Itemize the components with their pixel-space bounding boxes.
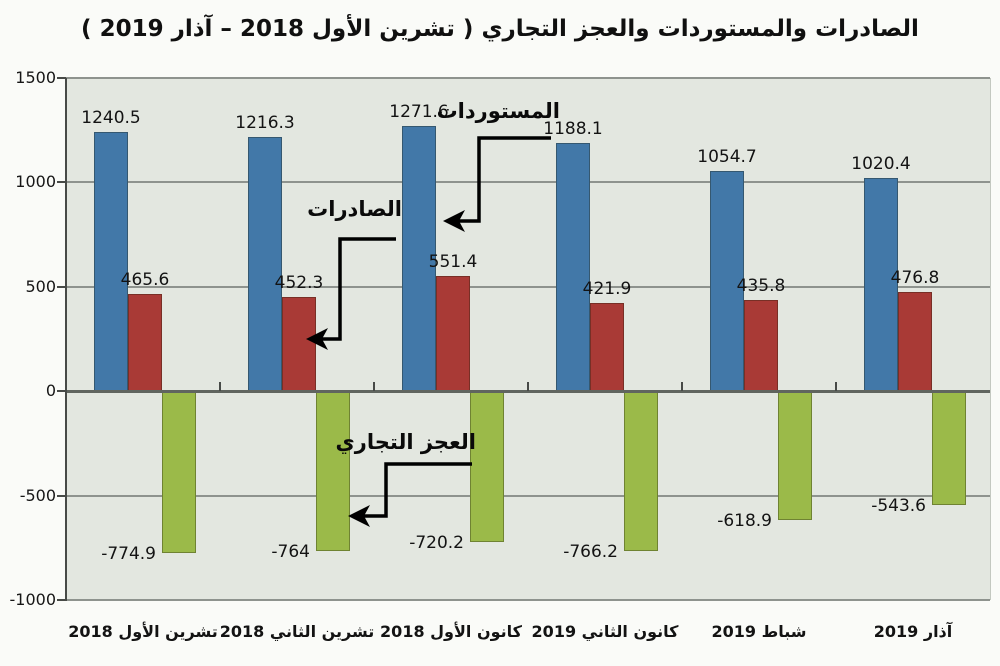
x-axis-category-label: تشرين الأول 2018	[68, 622, 218, 641]
chart-title: الصادرات والمستوردات والعجز التجاري ( تش…	[81, 16, 919, 42]
y-axis-tick-label: 500	[25, 276, 56, 296]
deficit-series-label: العجز التجاري	[335, 430, 476, 454]
y-axis-tick-mark	[57, 390, 66, 393]
y-axis-tick-label: -500	[19, 485, 56, 505]
data-label-العجز التجاري-0: -774.9	[101, 543, 156, 564]
y-axis-tick-mark	[57, 181, 66, 184]
x-axis-category-label: تشرين الثاني 2018	[219, 622, 375, 641]
bar-الصادرات-4	[744, 300, 778, 390]
data-label-العجز التجاري-1: -764	[271, 541, 310, 562]
data-label-المستوردات-0: 1240.5	[81, 108, 141, 129]
bar-العجز التجاري-1	[316, 392, 350, 551]
exports-series-label: الصادرات	[307, 197, 402, 221]
data-label-الصادرات-1: 452.3	[274, 272, 324, 293]
y-axis-tick-label: -1000	[9, 590, 57, 609]
bar-الصادرات-0	[128, 293, 162, 390]
x-axis-tick-mark	[219, 382, 221, 392]
data-label-المستوردات-2: 1271.6	[389, 101, 449, 122]
data-label-المستوردات-5: 1020.4	[851, 154, 911, 175]
gridline-500	[66, 285, 990, 288]
data-label-المستوردات-1: 1216.3	[235, 113, 295, 134]
gridline-1000	[66, 181, 990, 184]
data-label-الصادرات-4: 435.8	[736, 276, 786, 297]
imports-series-label: المستوردات	[436, 99, 560, 123]
x-axis-category-label: شباط 2019	[711, 622, 807, 641]
bar-المستوردات-5	[864, 178, 898, 390]
zero-gridline	[66, 390, 990, 394]
y-axis-tick-mark	[57, 77, 66, 79]
data-label-المستوردات-3: 1188.1	[543, 119, 603, 140]
bar-العجز التجاري-4	[778, 392, 812, 521]
y-axis-tick-label: 1000	[15, 172, 56, 192]
data-label-العجز التجاري-3: -766.2	[563, 542, 618, 563]
gridline--500	[66, 494, 990, 497]
bar-المستوردات-1	[248, 137, 282, 390]
x-axis-tick-mark	[373, 382, 375, 392]
y-axis-line	[65, 78, 67, 601]
x-axis-tick-mark	[681, 382, 683, 392]
bar-العجز التجاري-3	[624, 392, 658, 552]
x-axis-tick-mark	[835, 382, 837, 392]
bar-العجز التجاري-5	[932, 392, 966, 505]
bar-العجز التجاري-2	[470, 392, 504, 542]
data-label-الصادرات-0: 465.6	[120, 269, 170, 290]
data-label-العجز التجاري-4: -618.9	[717, 511, 772, 532]
x-axis-category-label: آذار 2019	[873, 622, 953, 641]
data-label-الصادرات-3: 421.9	[582, 279, 632, 300]
data-label-المستوردات-4: 1054.7	[697, 146, 757, 167]
bar-المستوردات-2	[402, 125, 436, 390]
bar-الصادرات-2	[436, 276, 470, 390]
bar-العجز التجاري-0	[162, 392, 196, 553]
y-axis-tick-label: 1500	[15, 68, 56, 87]
data-label-الصادرات-2: 551.4	[428, 252, 478, 273]
bar-الصادرات-5	[898, 291, 932, 390]
y-axis-tick-mark	[57, 599, 66, 601]
y-axis-tick-mark	[57, 285, 66, 288]
data-label-الصادرات-5: 476.8	[890, 267, 940, 288]
gridline-1500	[66, 77, 990, 79]
bar-الصادرات-1	[282, 296, 316, 390]
data-label-العجز التجاري-5: -543.6	[871, 495, 926, 516]
bar-المستوردات-3	[556, 143, 590, 390]
y-axis-tick-mark	[57, 494, 66, 497]
bar-الصادرات-3	[590, 303, 624, 390]
gridline--1000	[66, 599, 990, 601]
bar-المستوردات-4	[710, 170, 744, 390]
x-axis-category-label: كانون الثاني 2019	[531, 622, 679, 641]
bar-المستوردات-0	[94, 132, 128, 390]
x-axis-tick-mark	[527, 382, 529, 392]
y-axis-tick-label: 0	[45, 381, 56, 401]
data-label-العجز التجاري-2: -720.2	[409, 532, 464, 553]
x-axis-category-label: كانون الأول 2018	[380, 622, 522, 641]
